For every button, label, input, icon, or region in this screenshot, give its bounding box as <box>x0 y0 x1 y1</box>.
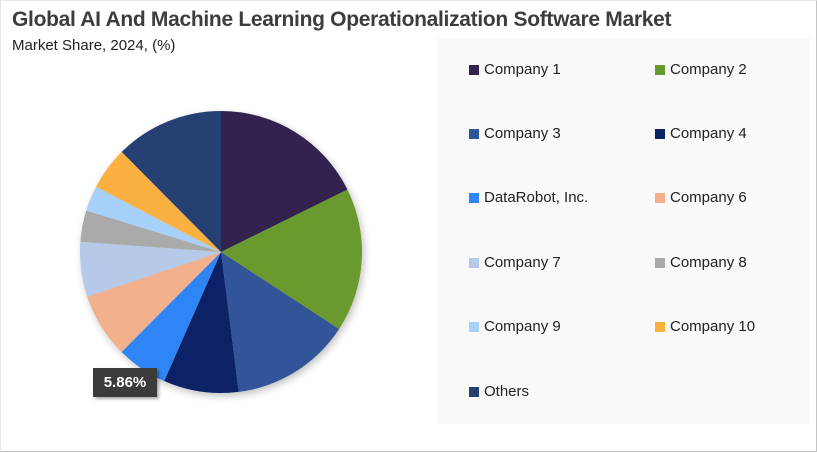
legend-swatch <box>469 321 479 332</box>
pie-svg <box>79 111 363 394</box>
legend-swatch <box>655 257 665 268</box>
legend-item-company-3[interactable]: Company 3 <box>469 125 561 142</box>
legend-item-company-10[interactable]: Company 10 <box>655 318 755 335</box>
pie-slice-company-4[interactable] <box>164 252 239 394</box>
legend-label: Company 8 <box>670 254 747 271</box>
legend-item-company-4[interactable]: Company 4 <box>655 125 747 142</box>
legend-swatch <box>469 386 479 397</box>
pie-slice-company-6[interactable] <box>87 252 221 352</box>
legend-item-datarobot[interactable]: DataRobot, Inc. <box>469 189 588 206</box>
legend-label: Company 2 <box>670 61 747 78</box>
legend-item-others[interactable]: Others <box>469 383 529 400</box>
pie-slice-company-3[interactable] <box>221 252 340 392</box>
legend-swatch <box>469 128 479 139</box>
legend-label: Company 7 <box>484 254 561 271</box>
legend-item-company-6[interactable]: Company 6 <box>655 189 747 206</box>
pie-slice-company-10[interactable] <box>96 151 221 252</box>
legend-label: Company 10 <box>670 318 756 335</box>
pie-chart <box>78 109 364 395</box>
pie-slice-company-2[interactable] <box>221 189 363 330</box>
legend-item-company-9[interactable]: Company 9 <box>469 318 561 335</box>
legend: Company 1 Company 2 Company 3 Company 4 … <box>437 38 810 424</box>
legend-item-company-2[interactable]: Company 2 <box>655 61 747 78</box>
legend-swatch <box>655 128 665 139</box>
legend-swatch <box>655 192 665 203</box>
pie-slice-company-9[interactable] <box>86 186 221 252</box>
chart-subtitle: Market Share, 2024, (%) <box>12 37 176 54</box>
legend-label: Company 3 <box>484 125 561 142</box>
legend-swatch <box>655 321 665 332</box>
pie-slice-company-8[interactable] <box>80 210 222 252</box>
legend-swatch <box>655 64 665 75</box>
legend-swatch <box>469 192 479 203</box>
legend-item-company-1[interactable]: Company 1 <box>469 61 561 78</box>
datarobot-value-label: 5.86% <box>93 368 157 397</box>
legend-label: Company 1 <box>484 61 561 78</box>
pie-slice-company-1[interactable] <box>221 111 348 252</box>
chart-title: Global AI And Machine Learning Operation… <box>12 8 672 31</box>
legend-item-company-8[interactable]: Company 8 <box>655 254 747 271</box>
pie-slice-others[interactable] <box>121 111 221 252</box>
legend-item-company-7[interactable]: Company 7 <box>469 254 561 271</box>
legend-label: Company 9 <box>484 318 561 335</box>
legend-label: Company 4 <box>670 125 747 142</box>
legend-label: Others <box>484 383 530 400</box>
pie-slice-datarobot-inc[interactable] <box>121 252 221 382</box>
legend-swatch <box>469 257 479 268</box>
legend-label: Company 6 <box>670 189 747 206</box>
legend-swatch <box>469 64 479 75</box>
legend-label: DataRobot, Inc. <box>484 189 589 206</box>
pie-slice-company-7[interactable] <box>79 241 221 297</box>
